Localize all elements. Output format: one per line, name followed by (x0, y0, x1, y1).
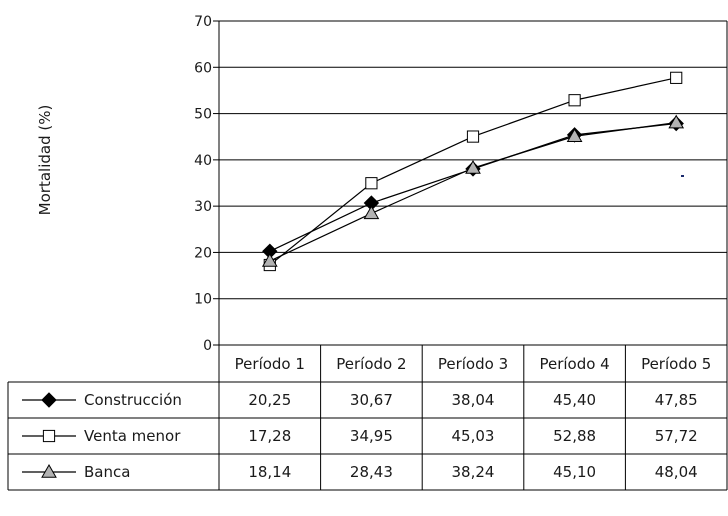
stray-dot (681, 175, 684, 177)
legend-marker (41, 463, 57, 478)
x-category-label: Período 5 (641, 355, 711, 373)
y-tick-label: 10 (194, 292, 212, 308)
y-tick-label: 30 (194, 199, 212, 215)
data-point (465, 159, 481, 174)
y-tick-label: 20 (194, 245, 212, 261)
table-cell-value: 18,14 (248, 463, 291, 481)
data-point (668, 114, 685, 129)
table-cell-value: 38,24 (452, 463, 495, 481)
y-tick-label: 40 (194, 153, 212, 169)
y-tick-label: 70 (194, 14, 212, 30)
legend-label: Venta menor (84, 427, 181, 445)
table-cell-value: 17,28 (248, 427, 291, 445)
y-tick-label: 50 (194, 107, 212, 123)
table-cell-value: 38,04 (452, 391, 495, 409)
table-cell-value: 20,25 (248, 391, 291, 409)
table-cell-value: 47,85 (655, 391, 698, 409)
data-point (363, 205, 380, 220)
data-point (670, 71, 683, 84)
table-cell-value: 28,43 (350, 463, 393, 481)
plot-frame (218, 21, 728, 490)
x-category-label: Período 1 (235, 355, 305, 373)
data-point (566, 128, 583, 143)
table-cell-value: 48,04 (655, 463, 698, 481)
data-table: Período 1 Período 2 Período 3 Período 4 Perí… (7, 344, 727, 491)
x-category-label: Período 3 (438, 355, 508, 373)
y-tick-label: 60 (194, 60, 212, 76)
y-axis-label: Mortalidad (%) (36, 105, 54, 216)
table-cell-value: 45,10 (553, 463, 596, 481)
data-point (365, 177, 378, 190)
series-markers (261, 71, 685, 272)
data-point (568, 94, 581, 107)
table-cell-value: 45,03 (452, 427, 495, 445)
data-point (466, 130, 480, 143)
table-cell-value: 52,88 (553, 427, 596, 445)
series-line (269, 122, 677, 262)
table-cell-value: 34,95 (350, 427, 393, 445)
x-category-label: Período 4 (539, 355, 609, 373)
legend-label: Construcción (84, 391, 182, 409)
table-cell-value: 30,67 (350, 391, 393, 409)
y-ticks: 0 10 20 30 40 50 60 70 (194, 14, 219, 354)
legend-label: Banca (84, 463, 130, 481)
x-category-label: Período 2 (336, 355, 406, 373)
gridlines (219, 20, 727, 300)
legend-marker (41, 392, 57, 408)
table-cell-value: 45,40 (553, 391, 596, 409)
data-point (261, 253, 278, 267)
y-tick-label: 0 (203, 338, 212, 354)
legend-marker (42, 429, 56, 443)
table-cell-value: 57,72 (655, 427, 698, 445)
